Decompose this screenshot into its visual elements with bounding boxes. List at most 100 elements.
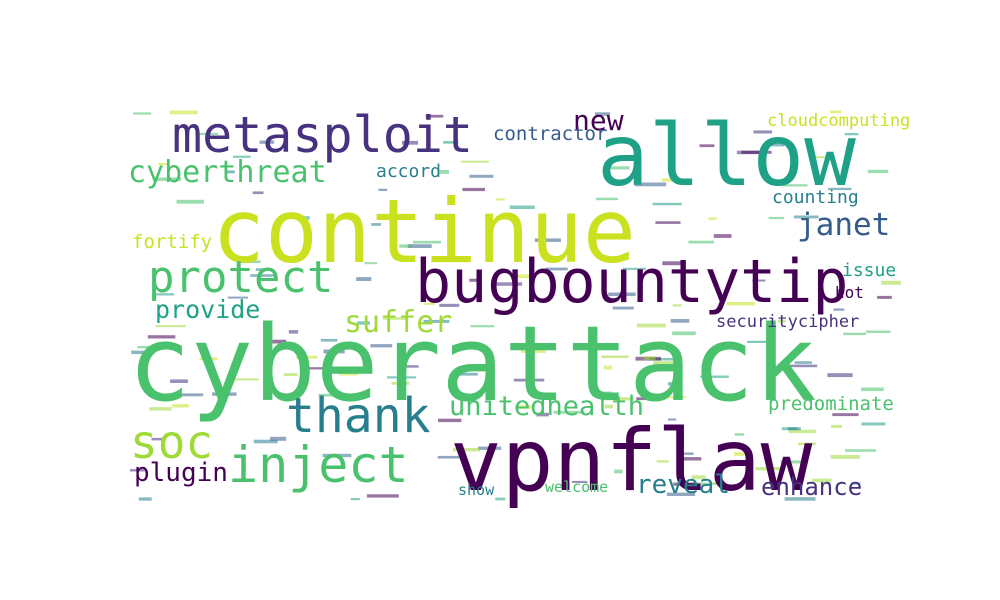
filler-word-mark [462,187,485,192]
filler-word-mark [227,296,248,299]
filler-word-mark [382,317,406,320]
filler-word-mark [755,467,786,471]
filler-word-mark [425,114,444,118]
filler-word-mark [149,407,172,411]
filler-word-mark [439,303,460,307]
filler-word-mark [700,375,729,378]
filler-word-mark [867,169,889,174]
filler-word-mark [322,453,352,458]
filler-word-mark [323,349,345,354]
filler-word-mark [622,267,646,270]
word-suffer: suffer [344,305,452,340]
filler-word-mark [601,355,629,358]
filler-word-mark [478,446,502,450]
filler-word-mark [401,140,419,145]
filler-word-mark [152,293,174,296]
filler-word-mark [356,277,372,281]
filler-word-mark [726,302,756,306]
filler-word-mark [461,160,490,163]
word-fortify: fortify [132,231,212,253]
filler-word-mark [253,439,278,444]
filler-word-mark [339,373,359,376]
filler-word-mark [610,166,630,170]
filler-word-mark [699,144,715,148]
filler-word-mark [636,323,666,328]
filler-word-mark [229,378,259,381]
word-predominate: predominate [768,393,894,415]
filler-word-mark [572,480,588,483]
filler-word-mark [515,405,532,409]
word-cyberattack: cyberattack [128,303,817,425]
filler-word-mark [250,274,276,277]
filler-word-mark [283,373,298,377]
filler-word-mark [469,278,479,282]
filler-word-mark [357,321,370,325]
filler-word-mark [794,361,812,364]
filler-word-mark [399,244,412,248]
filler-word-mark [495,282,523,286]
word-issue: issue [842,260,896,281]
word-bugbountytip: bugbountytip [415,247,848,317]
filler-word-mark [158,163,168,166]
word-cloudcomputing: cloudcomputing [767,111,910,131]
word-show: show [458,481,495,499]
filler-word-mark [708,217,717,220]
filler-word-mark [443,141,459,144]
word-allow: allow [597,106,856,206]
filler-word-mark [423,319,450,323]
filler-word-mark [366,494,399,498]
word-contractor: contractor [493,123,607,145]
word-vpnflaw: vpnflaw [450,411,813,511]
filler-word-mark [438,418,462,423]
filler-word-mark [753,130,773,134]
filler-word-mark [812,478,832,483]
filler-word-mark [794,215,819,219]
filler-word-mark [350,498,360,501]
filler-word-mark [780,460,807,464]
word-inject: inject [228,436,409,494]
filler-word-mark [691,475,706,480]
filler-word-mark [734,433,744,436]
filler-word-mark [747,340,773,343]
filler-word-mark [295,355,318,359]
filler-word-mark [788,429,817,434]
filler-word-mark [741,150,772,154]
filler-word-mark [452,447,480,452]
filler-word-mark [147,335,176,339]
word-counting: counting [772,187,859,208]
filler-word-mark [197,132,219,135]
filler-word-mark [451,372,478,376]
filler-word-mark [470,325,495,328]
filler-word-mark [596,197,618,201]
filler-word-mark [670,319,690,323]
filler-word-mark [495,497,506,501]
filler-word-mark [827,373,853,378]
filler-word-mark [212,392,237,396]
small-filler-words [130,110,901,501]
filler-word-mark [439,169,450,174]
filler-word-mark [734,452,745,456]
filler-word-mark [668,418,677,421]
word-accord: accord [376,161,441,182]
filler-word-mark [138,497,152,501]
filler-word-mark [809,156,830,159]
filler-word-mark [777,319,786,323]
filler-word-mark [608,292,636,296]
filler-word-mark [652,202,682,206]
filler-word-mark [752,279,766,282]
filler-word-mark [798,442,816,446]
filler-word-mark [595,112,611,116]
filler-word-mark [603,365,613,370]
filler-word-mark [424,302,435,305]
filler-word-mark [604,397,634,401]
filler-word-mark [661,178,673,182]
word-hot: hot [835,283,864,302]
filler-word-mark [829,110,842,114]
filler-word-mark [131,350,145,355]
filler-word-mark [672,331,696,336]
word-protect: protect [148,252,333,303]
filler-word-mark [371,223,381,226]
filler-word-mark [636,397,665,401]
